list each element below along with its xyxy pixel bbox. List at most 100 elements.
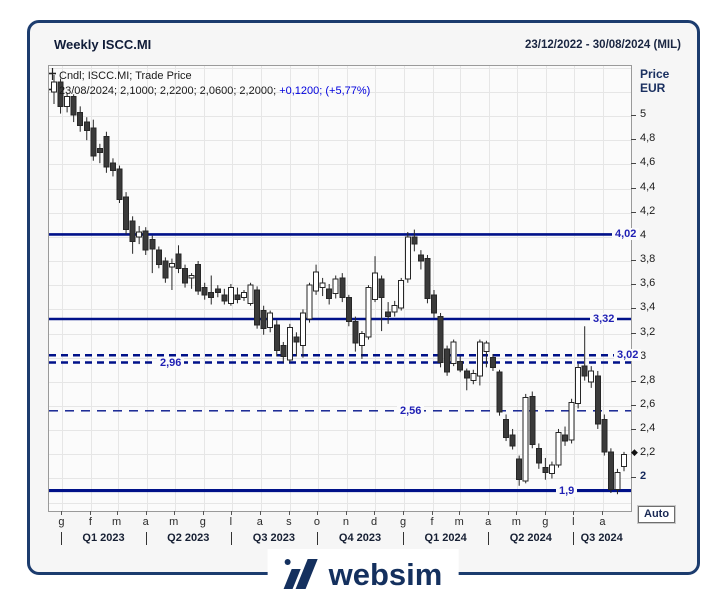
candle: [175, 245, 182, 274]
candle: [319, 277, 326, 297]
price-tick-label: 2,8: [640, 373, 656, 386]
auto-scale-button[interactable]: Auto: [636, 504, 677, 524]
websim-footer: websim: [267, 549, 459, 599]
candle: [286, 323, 293, 363]
quarter-tick: [230, 532, 232, 545]
price-tick-label: 4: [640, 228, 647, 241]
quarter-tick: [403, 532, 405, 545]
legend-ohlc-values: 23/08/2024; 2,1000; 2,2200; 2,0600; 2,20…: [59, 85, 280, 97]
price-tick-label: 3,8: [640, 253, 656, 265]
month-tick: [259, 511, 261, 515]
candle: [90, 119, 97, 161]
candle: [306, 282, 313, 323]
quarter-label: Q2 2024: [509, 532, 552, 544]
month-label: m: [169, 516, 179, 528]
candlestick-plot[interactable]: Cndl; ISCC.MI; Trade Price 23/08/2024; 2…: [48, 65, 642, 512]
candle: [280, 341, 287, 363]
candle: [267, 310, 274, 333]
candle: [470, 369, 477, 385]
month-tick: [432, 511, 434, 515]
quarter-label: Q1 2024: [424, 532, 467, 544]
time-axis: g f m a m g l a s o n d g f m a m g l a Q1 2023 Q2 2023 Q3 202…: [48, 511, 644, 561]
candle: [149, 235, 156, 274]
candle: [227, 283, 234, 306]
quarter-tick: [145, 532, 147, 545]
candle: [109, 158, 116, 177]
month-tick: [545, 511, 547, 515]
tick-mark: [631, 260, 636, 261]
price-tick-label: 4,8: [640, 132, 656, 145]
month-tick: [202, 511, 204, 515]
candle: [83, 117, 90, 141]
tick-mark: [631, 163, 636, 165]
month-label: a: [256, 516, 263, 528]
candle: [136, 225, 143, 245]
quarter-label: Q4 2023: [338, 532, 382, 544]
chart-legend: Cndl; ISCC.MI; Trade Price 23/08/2024; 2…: [59, 69, 370, 99]
candle: [188, 273, 195, 289]
month-tick: [374, 511, 376, 515]
month-tick: [173, 511, 175, 515]
candle: [201, 282, 208, 300]
price-tick-label: 3,4: [640, 301, 656, 314]
candle: [57, 78, 64, 114]
candle: [378, 275, 385, 332]
month-tick: [345, 511, 347, 515]
legend-values-line: 23/08/2024; 2,1000; 2,2200; 2,0600; 2,20…: [59, 84, 370, 99]
month-label: g: [58, 516, 65, 528]
candle: [221, 288, 228, 305]
candle: [103, 131, 110, 173]
month-tick: [602, 511, 604, 515]
candle: [391, 300, 398, 317]
chart-title: Weekly ISCC.MI: [54, 37, 152, 52]
month-label: m: [511, 516, 521, 528]
candle: [489, 354, 496, 371]
candle: [607, 448, 614, 493]
month-tick: [459, 511, 461, 515]
tick-mark: [631, 405, 636, 406]
month-tick: [61, 511, 63, 515]
month-label: d: [370, 516, 378, 528]
candle: [503, 414, 510, 442]
quarter-tick: [316, 532, 318, 545]
month-label: g: [399, 516, 407, 528]
quarter-label: Q2 2023: [167, 532, 210, 544]
candle: [372, 256, 379, 303]
price-tick-label: 2,6: [640, 398, 656, 410]
tick-mark: [631, 332, 636, 334]
candle: [444, 345, 451, 376]
candle: [365, 285, 372, 340]
candle: [457, 356, 464, 373]
price-axis-title-eur: EUR: [640, 81, 666, 95]
quarter-label: Q3 2023: [252, 532, 295, 544]
candle: [411, 229, 418, 252]
candle: [77, 106, 84, 132]
month-tick: [573, 511, 575, 515]
month-label: f: [88, 516, 92, 528]
candle: [70, 94, 77, 123]
candle: [516, 455, 523, 486]
candle: [450, 339, 457, 367]
quarter-tick: [61, 532, 63, 545]
candle: [542, 457, 549, 480]
month-label: m: [454, 516, 464, 528]
candle: [129, 216, 136, 254]
month-tick: [488, 511, 490, 515]
candle: [437, 312, 444, 368]
quarter-label: Q3 2024: [580, 532, 623, 544]
candle: [332, 275, 339, 299]
websim-logo-text: websim: [328, 556, 443, 592]
price-axis: Price EUR Auto 5 4,8 4,6 4,4 4,2 4 3,8 3,6 3,4 3,…: [631, 65, 699, 537]
month-label: o: [313, 516, 320, 528]
websim-logo-icon: [283, 558, 320, 590]
candle: [116, 165, 123, 204]
candle: [476, 339, 483, 386]
candle: [463, 368, 470, 391]
candle: [64, 93, 71, 113]
candle: [424, 254, 431, 304]
candle: [404, 232, 411, 283]
candle: [496, 369, 503, 416]
candle: [260, 305, 267, 335]
candle: [273, 320, 280, 357]
candle: [241, 290, 247, 301]
